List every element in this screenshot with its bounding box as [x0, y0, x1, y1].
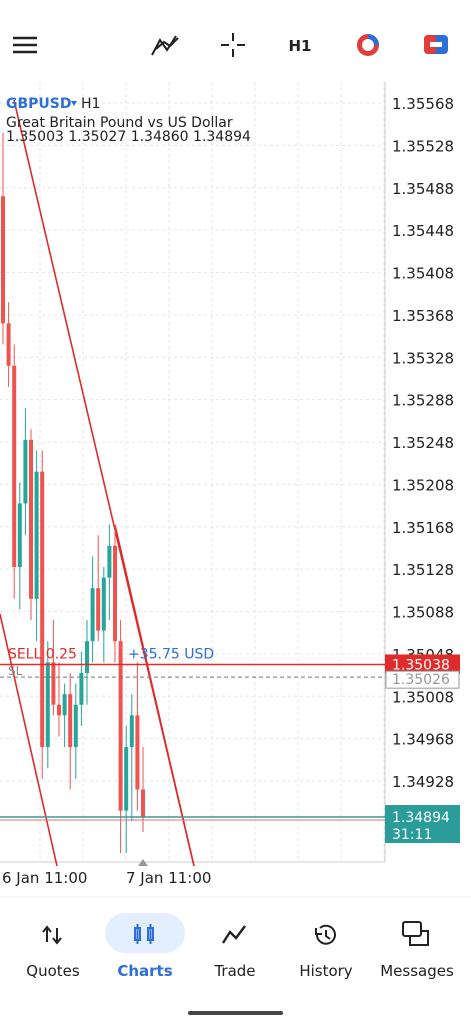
candle-body: [68, 694, 73, 748]
bar-countdown: 31:11: [392, 827, 432, 843]
charts-icon: [134, 924, 154, 944]
candle-body: [113, 545, 117, 642]
trade-icon: [221, 925, 246, 944]
trendline: [0, 613, 58, 867]
nav-trade[interactable]: Trade: [213, 962, 255, 980]
price-label: 1.35528: [392, 137, 454, 155]
bottom-nav: Quotes Charts Trade History Messages: [26, 913, 454, 980]
candle-body: [141, 789, 145, 818]
bid-price: 1.34894: [392, 810, 450, 826]
candle-body: [51, 662, 56, 705]
candle-body: [79, 672, 84, 705]
symbol: GBPUSD: [6, 96, 72, 112]
candle-body: [107, 545, 112, 578]
candle-body: [17, 503, 22, 568]
nav-messages[interactable]: Messages: [380, 962, 454, 980]
order-profit: +35.75 USD: [128, 646, 214, 662]
price-label: 1.35448: [392, 222, 454, 240]
candle-body: [124, 747, 129, 811]
candle-body: [12, 365, 17, 568]
chart-area[interactable]: 1.35568 1.35528 1.35488 1.35448 1.35408 1.353…: [0, 82, 460, 887]
sl-price: 1.35026: [392, 672, 450, 688]
chart-timeframe: H1: [81, 96, 100, 112]
nav-quotes[interactable]: Quotes: [26, 962, 80, 980]
sl-price-box: [385, 670, 460, 689]
price-label: 1.35168: [392, 519, 454, 537]
price-label: 1.34928: [392, 773, 454, 791]
candle-body: [90, 588, 95, 642]
candle-body: [40, 471, 45, 748]
history-icon: [315, 924, 336, 945]
candle-body: [1, 196, 5, 324]
bid-price-box: [385, 805, 460, 844]
timeframe-button[interactable]: H1: [289, 37, 312, 55]
price-label: 1.34968: [392, 731, 454, 749]
candle-body: [29, 439, 33, 599]
period-marker: [138, 859, 148, 866]
ohlc: 1.35003 1.35027 1.34860 1.34894: [6, 129, 251, 145]
price-label: 1.35248: [392, 434, 454, 452]
price-label: 1.35488: [392, 180, 454, 198]
crosshair-button[interactable]: [221, 33, 245, 57]
price-label: 1.35408: [392, 265, 454, 283]
home-indicator: [188, 1011, 283, 1015]
symbol-arrow: [71, 101, 77, 106]
one-click-button[interactable]: [357, 34, 379, 56]
candle-body: [73, 704, 78, 748]
candle-body: [101, 577, 106, 631]
price-label: 1.35288: [392, 392, 454, 410]
candle-body: [57, 704, 61, 716]
menu-button[interactable]: [13, 36, 37, 54]
nav-charts[interactable]: Charts: [117, 962, 172, 980]
order-side: SELL 0.25: [8, 646, 77, 662]
candle-body: [62, 694, 67, 716]
quotes-icon: [42, 925, 62, 945]
price-label: 1.35368: [392, 307, 454, 325]
nav-history[interactable]: History: [299, 962, 352, 980]
price-label: 1.35568: [392, 95, 454, 113]
trendline: [114, 524, 195, 867]
messages-icon: [402, 921, 429, 946]
candle-body: [34, 471, 39, 599]
candle-body: [135, 715, 140, 790]
time-label: 7 Jan 11:00: [126, 869, 211, 887]
indicators-button[interactable]: [151, 35, 179, 56]
price-label: 1.35328: [392, 349, 454, 367]
toolbar: H1: [13, 33, 448, 57]
charts-highlight: [105, 913, 185, 953]
candle-body: [96, 588, 101, 631]
price-label: 1.35088: [392, 604, 454, 622]
candle-body: [45, 662, 50, 748]
candle-body: [85, 641, 89, 673]
description: Great Britain Pound vs US Dollar: [6, 115, 233, 131]
candle-body: [6, 323, 11, 366]
sell-price-box: [385, 654, 460, 674]
price-label: 1.35128: [392, 561, 454, 579]
sl-label: SL: [8, 664, 23, 678]
price-label: 1.35208: [392, 476, 454, 494]
sell-price: 1.35038: [392, 657, 450, 673]
trade-button[interactable]: [424, 35, 448, 54]
candle-body: [129, 715, 134, 748]
candle-body: [23, 439, 28, 504]
time-label: 6 Jan 11:00: [2, 869, 87, 887]
price-label: 1.35008: [392, 688, 454, 706]
candle-body: [118, 641, 123, 811]
